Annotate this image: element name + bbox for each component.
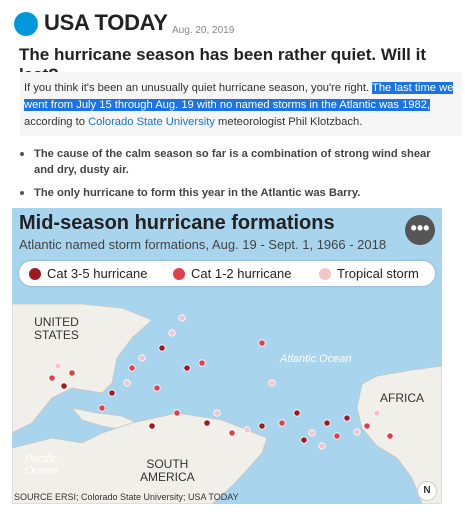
storm-dot (268, 379, 276, 387)
summary-end: meteorologist Phil Klotzbach. (214, 116, 363, 128)
storm-dot (48, 374, 56, 382)
csu-link[interactable]: Colorado State University (88, 116, 215, 128)
bullet-item: The cause of the calm season so far is a… (20, 146, 450, 180)
storm-dot (128, 364, 136, 372)
storm-dot (153, 384, 161, 392)
tropical-storm-swatch-icon (319, 268, 331, 280)
map-subtitle: Atlantic named storm formations, Aug. 19… (19, 237, 387, 252)
legend-tropical-storm: Tropical storm (337, 266, 419, 281)
map-graphic (12, 208, 442, 504)
hurricane-map: Mid-season hurricane formations Atlantic… (12, 208, 442, 504)
usa-today-logo-icon (14, 12, 38, 36)
storm-dot (203, 419, 211, 427)
storm-dot (258, 339, 266, 347)
storm-dot (318, 442, 326, 450)
storm-dot (183, 364, 191, 372)
north-america-land (12, 303, 153, 434)
summary-intro: If you think it's been an unusually quie… (24, 82, 372, 94)
storm-dot (60, 382, 68, 390)
cat-3-5-swatch-icon (29, 268, 41, 280)
bullet-item: The only hurricane to form this year in … (20, 185, 450, 203)
map-legend: Cat 3-5 hurricane Cat 1-2 hurricane Trop… (19, 261, 435, 286)
bullet-text: The cause of the calm season so far is a… (34, 148, 431, 176)
storm-dot (333, 432, 341, 440)
map-title: Mid-season hurricane formations (19, 212, 335, 234)
bullet-dot-icon (20, 191, 24, 195)
summary-mid: according to (24, 116, 89, 128)
storm-dot (138, 354, 146, 362)
storm-dot (178, 314, 186, 322)
storm-dot (108, 389, 116, 397)
storm-dot (243, 426, 251, 434)
publish-date: Aug. 20, 2019 (172, 25, 235, 36)
legend-cat-3-5: Cat 3-5 hurricane (47, 266, 148, 281)
legend-cat-1-2: Cat 1-2 hurricane (191, 266, 292, 281)
storm-dot (363, 422, 371, 430)
cat-1-2-swatch-icon (173, 268, 185, 280)
storm-dot (300, 436, 308, 444)
storm-dot (54, 362, 62, 370)
storm-dot (168, 329, 176, 337)
storm-dot (293, 409, 301, 417)
storm-dot (148, 422, 156, 430)
atlantic-ocean-label: Atlantic Ocean (280, 353, 352, 365)
storm-dot (353, 428, 361, 436)
storm-dot (198, 359, 206, 367)
storm-dot (98, 404, 106, 412)
storm-dots (48, 314, 394, 450)
storm-dot (123, 379, 131, 387)
pacific-ocean-label: Pacific Ocean (25, 453, 58, 477)
storm-dot (373, 409, 381, 417)
africa-label: AFRICA (380, 391, 425, 405)
storm-dot (278, 419, 286, 427)
storm-dot (386, 432, 394, 440)
storm-dot (68, 369, 76, 377)
storm-dot (158, 344, 166, 352)
storm-dot (258, 422, 266, 430)
storm-dot (228, 429, 236, 437)
south-america-label: SOUTH AMERICA (140, 457, 195, 484)
more-dots-icon[interactable]: ••• (405, 215, 435, 245)
map-source: SOURCE ERSI; Colorado State University; … (14, 492, 239, 502)
bullet-text: The only hurricane to form this year in … (34, 187, 361, 199)
brand-name: USA TODAY (44, 10, 168, 35)
storm-dot (213, 409, 221, 417)
storm-dot (343, 414, 351, 422)
storm-dot (323, 419, 331, 427)
united-states-label: UNITED STATES (34, 315, 79, 342)
article-summary: If you think it's been an unusually quie… (20, 72, 462, 136)
storm-dot (173, 409, 181, 417)
site-header: USA TODAY Aug. 20, 2019 (14, 10, 454, 40)
summary-text: If you think it's been an unusually quie… (24, 80, 460, 131)
north-arrow-icon: N (417, 481, 437, 501)
storm-dot (308, 429, 316, 437)
bullet-dot-icon (20, 152, 24, 156)
